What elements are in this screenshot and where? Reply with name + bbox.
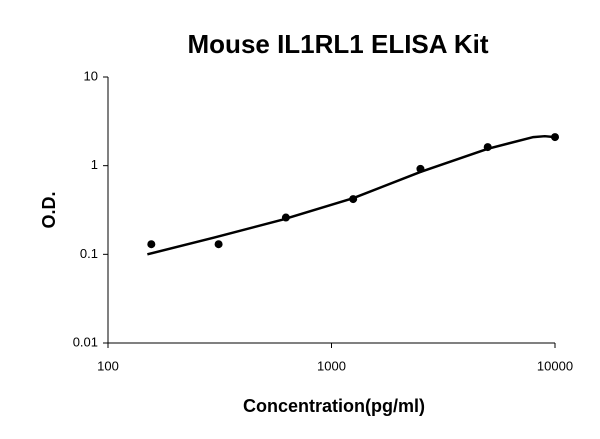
fit-curve	[147, 134, 556, 256]
y-tick-label: 10	[84, 68, 98, 83]
y-axis-label: O.D.	[39, 191, 59, 228]
y-tick-label: 1	[91, 157, 98, 172]
x-axis-label: Concentration(pg/ml)	[243, 396, 425, 416]
data-point	[147, 240, 156, 249]
x-tick-label: 1000	[317, 358, 346, 373]
x-tick-label: 100	[97, 358, 119, 373]
y-tick-label: 0.01	[73, 334, 98, 349]
y-tick-label: 0.1	[80, 246, 98, 261]
chart-title: Mouse IL1RL1 ELISA Kit	[188, 29, 489, 59]
data-point	[214, 240, 223, 249]
x-tick-label: 10000	[537, 358, 573, 373]
